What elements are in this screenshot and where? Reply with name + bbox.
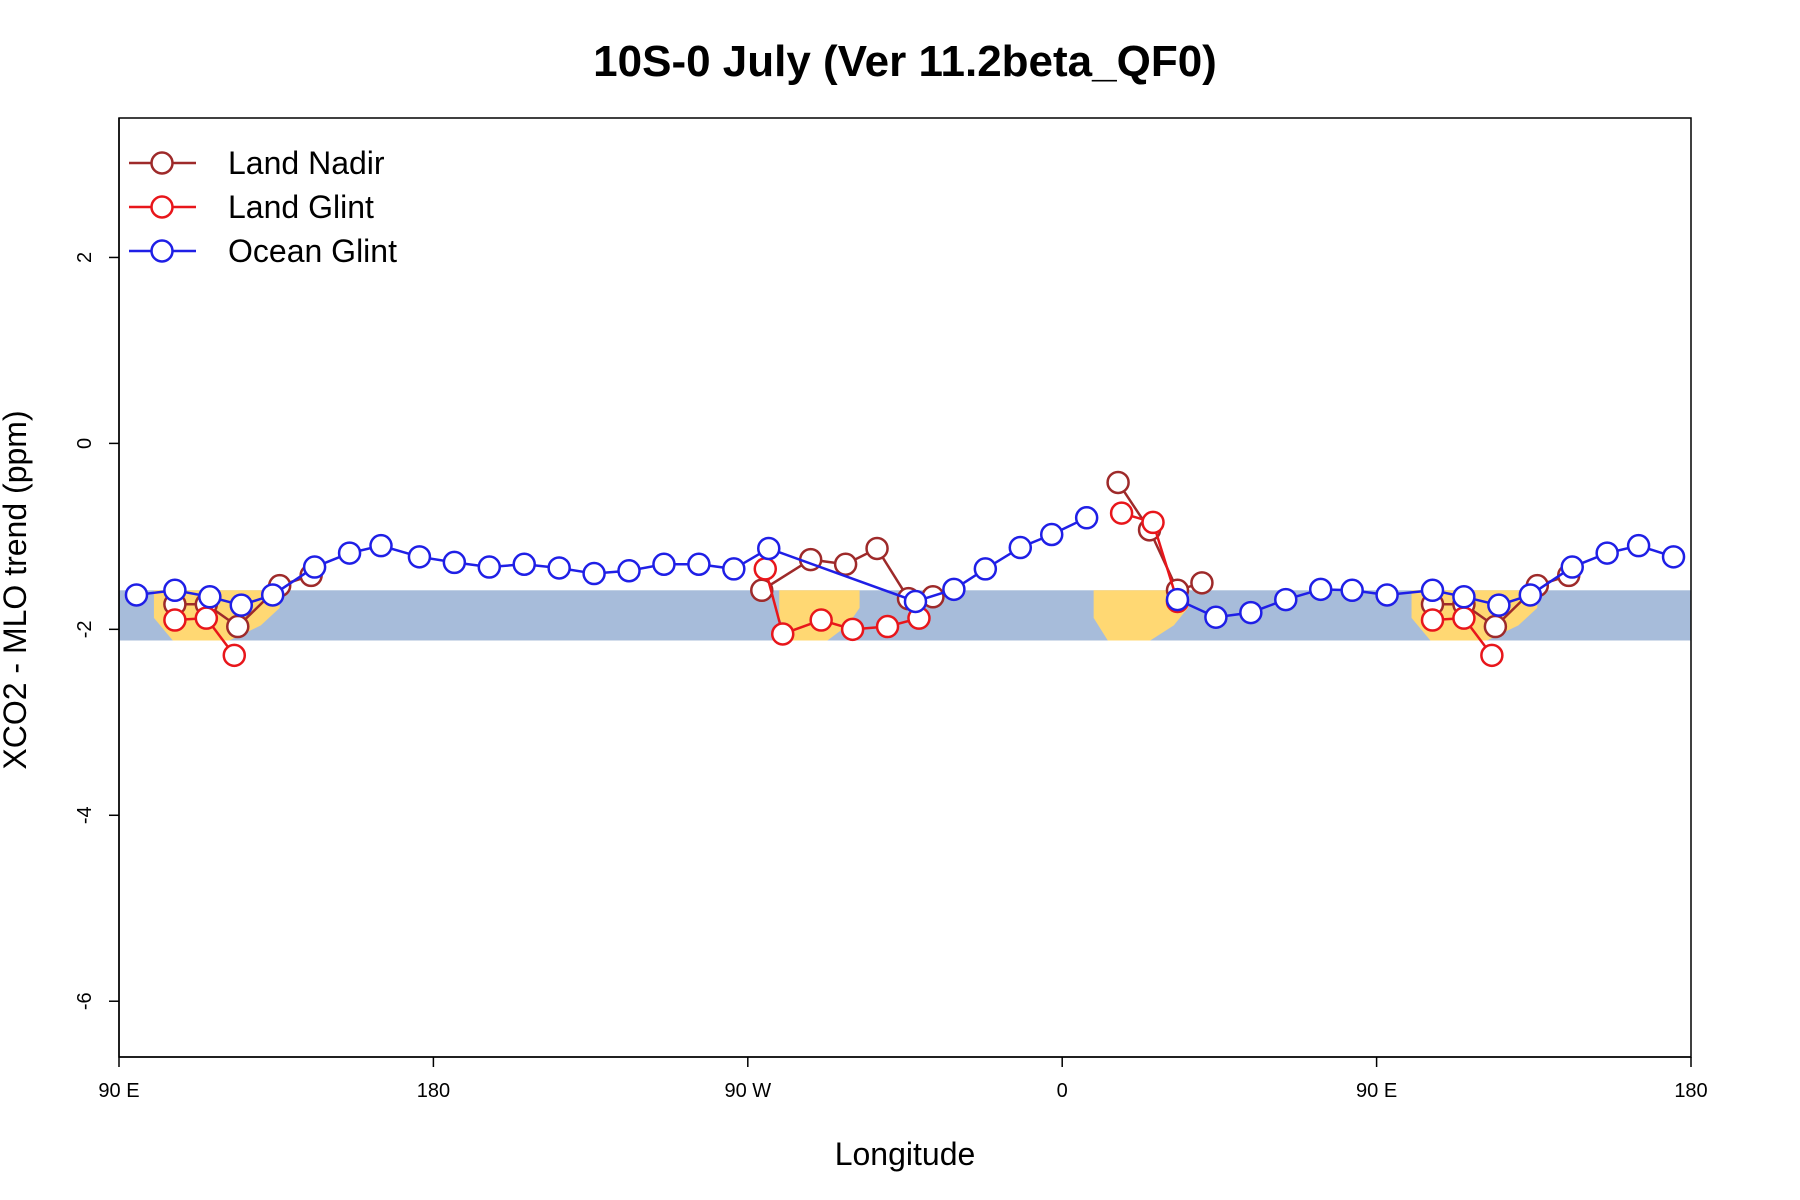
ocean-glint-point [1518,583,1543,607]
x-tick-label: 0 [1057,1080,1068,1102]
ocean-glint-point [229,593,254,617]
ocean-glint-point [942,577,966,602]
ocean-glint-point [1375,583,1399,607]
ocean-glint-point [547,556,571,580]
legend-label: Land Glint [228,189,374,225]
ocean-glint-point [1595,541,1619,565]
ocean-glint-point [1661,545,1686,569]
plot-area [119,470,1691,668]
ocean-glint-point [163,578,187,603]
ocean-glint-point [1340,578,1364,603]
legend-label: Ocean Glint [228,233,397,269]
y-axis: 2 0 -2 -4 -6 [74,118,120,1057]
ocean-glint-point [582,561,606,586]
ocean-glint-point [369,533,393,558]
land-glint-point [809,608,833,632]
land-glint-point [840,617,865,642]
land-nadir-point [226,614,250,639]
land-nadir-point [833,552,858,577]
land-glint-point [1452,606,1476,630]
ocean-glint-point [512,552,536,577]
ocean-glint-point [1074,506,1099,530]
x-tick-label: 90 W [724,1080,771,1102]
ocean-glint-point [903,589,928,614]
land-glint-point [1141,510,1165,535]
ocean-glint-point [1039,522,1064,547]
land-nadir-point [1106,470,1130,495]
series-ocean-glint [124,506,1686,630]
y-tick-label: 2 [74,252,96,263]
legend-item-ocean-glint: Ocean Glint [129,233,397,269]
legend-marker [150,239,174,263]
land-glint-point [1480,643,1504,668]
legend: Land Nadir Land Glint Ocean Glint [129,145,397,269]
ocean-glint-point [617,559,641,583]
data-series [124,470,1686,668]
legend-label: Land Nadir [228,145,385,181]
ocean-glint-point [973,557,998,581]
land-glint-point [1420,608,1445,632]
ocean-glint-point [407,545,432,569]
ocean-glint-point [337,541,362,565]
ocean-glint-point [1204,605,1228,630]
land-glint-point [770,622,795,646]
ocean-glint-point [1420,578,1445,603]
y-tick-label: -4 [74,806,96,824]
land-glint-point [194,606,219,630]
land-glint-point [163,608,187,632]
land-glint-point [875,614,900,639]
y-tick-label: -6 [74,992,96,1010]
ocean-glint-point [652,552,676,577]
legend-marker [150,195,174,219]
x-tick-label: 90 E [98,1080,139,1102]
y-tick-label: -2 [74,620,96,638]
land-nadir-point [865,536,889,561]
y-axis-label: XCO2 - MLO trend (ppm) [0,410,33,769]
y-tick-label: 0 [74,438,96,449]
land-glint-point [222,643,247,668]
land-region-3 [1093,590,1188,641]
ocean-glint-point [1560,555,1584,579]
ocean-glint-point [124,583,149,607]
ocean-glint-point [1274,587,1298,612]
ocean-glint-point [722,557,746,581]
ocean-glint-point [260,583,285,607]
series-land-glint [163,501,1504,668]
ocean-glint-point [1308,577,1333,602]
x-axis: 90 E 180 90 W 0 90 E 180 [98,1056,1708,1102]
ocean-glint-point [757,536,781,561]
land-nadir-point [1483,614,1508,639]
ocean-glint-point [1008,535,1033,560]
legend-marker [150,151,174,175]
land-glint-point [1109,501,1134,525]
x-tick-label: 180 [1674,1080,1707,1102]
ocean-glint-point [302,555,327,579]
x-axis-label: Longitude [835,1136,976,1172]
ocean-glint-point [1452,585,1476,609]
ocean-glint-point [442,550,467,575]
chart-title: 10S-0 July (Ver 11.2beta_QF0) [593,37,1217,86]
land-nadir-point [1190,571,1214,595]
ocean-glint-point [1487,593,1511,617]
ocean-glint-point [198,585,222,609]
ocean-glint-point [1239,600,1263,625]
ocean-glint-point [1165,587,1190,612]
ocean-glint-point [1626,533,1651,558]
ocean-glint-point [687,552,711,577]
legend-item-land-glint: Land Glint [129,189,374,225]
legend-item-land-nadir: Land Nadir [129,145,385,181]
land-nadir-line [1117,481,1203,592]
x-tick-label: 90 E [1356,1080,1397,1102]
land-glint-point [753,557,778,581]
x-tick-label: 180 [417,1080,450,1102]
ocean-glint-point [477,555,502,579]
